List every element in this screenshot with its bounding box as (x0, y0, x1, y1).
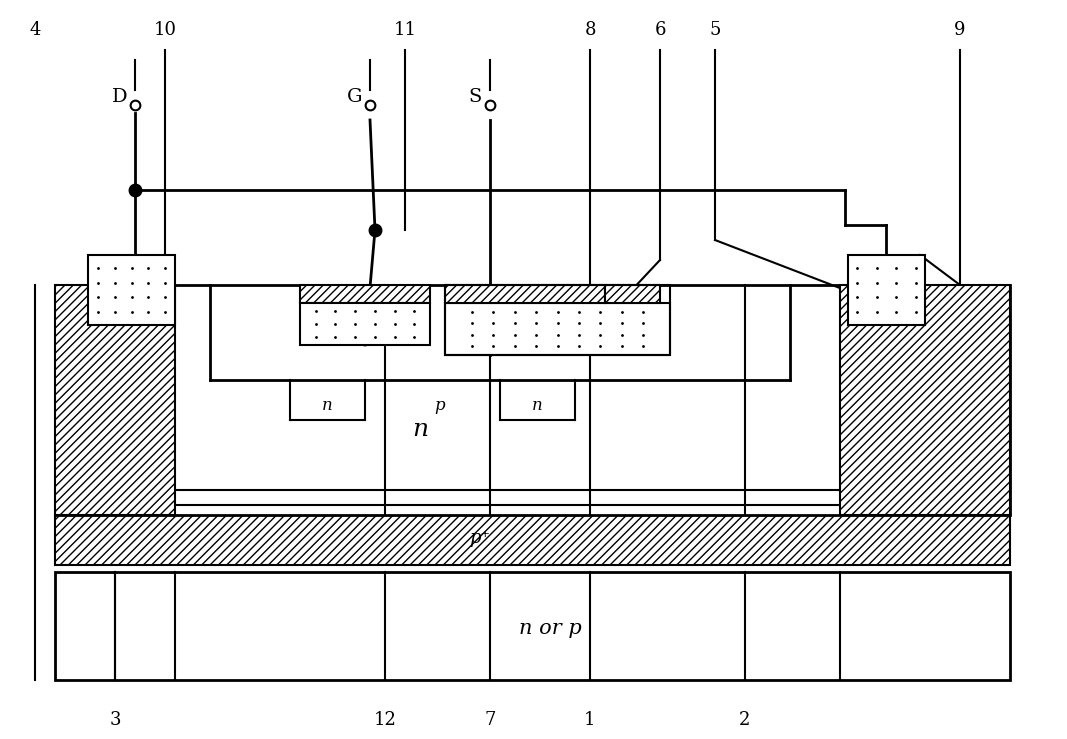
Text: 9: 9 (954, 21, 966, 39)
Text: n: n (321, 397, 333, 414)
Text: p⁺: p⁺ (469, 529, 491, 547)
Text: 8: 8 (585, 21, 595, 39)
Text: 3: 3 (109, 711, 121, 729)
Bar (55, 515, 1010, 565)
Text: 5: 5 (710, 21, 720, 39)
Bar (445, 303, 670, 355)
Text: n or p: n or p (519, 619, 582, 638)
Bar (445, 285, 605, 303)
Text: 4: 4 (29, 21, 41, 39)
Bar (87, 255, 175, 325)
Text: p: p (434, 397, 445, 414)
Bar (55, 572, 1010, 680)
Bar (55, 285, 1010, 515)
Text: 7: 7 (484, 711, 496, 729)
Bar (300, 285, 430, 303)
Bar (605, 285, 660, 303)
Text: n: n (412, 418, 428, 441)
Text: 6: 6 (654, 21, 666, 39)
Text: n⁺: n⁺ (845, 347, 864, 364)
Text: 2: 2 (739, 711, 751, 729)
Text: 10: 10 (154, 21, 176, 39)
Text: 1: 1 (585, 711, 595, 729)
Bar (840, 285, 1010, 515)
Text: 12: 12 (373, 711, 397, 729)
Text: S: S (468, 88, 481, 106)
Text: n: n (531, 397, 542, 414)
Text: n⁺: n⁺ (108, 347, 128, 364)
Bar (55, 285, 175, 515)
Text: G: G (347, 88, 363, 106)
Bar (445, 285, 670, 355)
Text: 11: 11 (394, 21, 416, 39)
Text: D: D (112, 88, 128, 106)
Bar (300, 303, 430, 345)
Bar (848, 255, 925, 325)
